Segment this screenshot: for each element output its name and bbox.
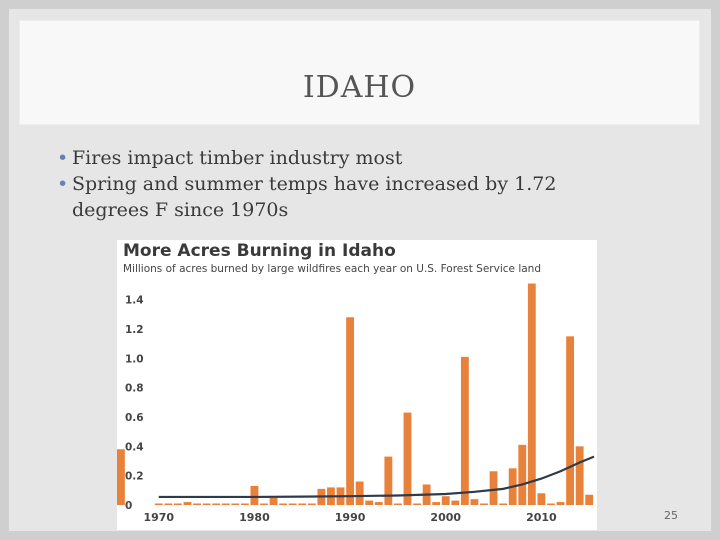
bar — [250, 485, 259, 505]
x-tick-label: 1990 — [335, 511, 366, 524]
chart-title: More Acres Burning in Idaho — [123, 241, 396, 261]
bar — [154, 503, 163, 505]
bar — [575, 446, 584, 505]
bar — [518, 444, 527, 505]
bar — [556, 502, 565, 505]
bar — [537, 493, 546, 505]
y-tick-label: 0 — [125, 500, 132, 512]
x-tick-label: 1970 — [143, 511, 174, 524]
bullet-item: • Fires impact timber industry most — [57, 145, 657, 171]
bar — [260, 503, 268, 505]
bar — [547, 503, 555, 505]
bar — [460, 356, 469, 505]
bar — [346, 317, 355, 505]
bullet-item: • Spring and summer temps have increased… — [57, 171, 657, 223]
slide-title: IDAHO — [302, 70, 417, 105]
bar — [183, 502, 192, 505]
bar — [470, 499, 479, 505]
bar — [212, 503, 221, 505]
y-tick-label: 0.6 — [125, 412, 144, 424]
bar — [240, 503, 249, 505]
y-tick-label: 0.4 — [125, 441, 144, 453]
bar — [393, 503, 402, 505]
chart-plot: 0 0.2 0.4 0.6 0.8 1.0 1.2 1.4 1970 1980 1990 2000 20… — [117, 283, 595, 524]
bar — [117, 449, 125, 505]
bar — [480, 503, 488, 505]
bar — [451, 500, 460, 505]
bar — [527, 283, 536, 505]
y-tick-label: 1.4 — [125, 295, 144, 307]
x-tick-label: 1980 — [239, 511, 270, 524]
chart-subtitle: Millions of acres burned by large wildfi… — [123, 263, 542, 275]
trend-line — [158, 455, 595, 499]
bullet-text: Fires impact timber industry most — [72, 147, 403, 169]
bullet-dot-icon: • — [57, 173, 69, 195]
bar — [355, 481, 364, 505]
bar — [279, 503, 288, 505]
bar — [499, 503, 508, 505]
bar — [269, 497, 278, 505]
bullet-list: • Fires impact timber industry most • Sp… — [57, 145, 657, 223]
y-tick-label: 1.2 — [125, 324, 144, 336]
x-tick-label: 2010 — [526, 511, 557, 524]
bar — [288, 503, 297, 505]
bar — [202, 503, 211, 505]
bar — [432, 502, 441, 505]
bar — [164, 503, 173, 505]
bar — [374, 502, 383, 505]
bar — [173, 503, 182, 505]
bar — [298, 503, 307, 505]
y-tick-label: 1.0 — [125, 353, 144, 365]
bar — [441, 496, 450, 505]
title-box: IDAHO — [19, 20, 700, 125]
bar — [365, 500, 374, 505]
bar — [489, 471, 498, 505]
bar — [585, 494, 594, 505]
bullet-text: Spring and summer temps have increased b… — [72, 173, 557, 221]
y-tick-label: 0.8 — [125, 383, 144, 395]
bar — [193, 503, 201, 505]
bar — [231, 503, 240, 505]
bar — [403, 412, 412, 505]
bar — [384, 456, 393, 505]
bar — [566, 336, 575, 505]
bar — [413, 503, 421, 505]
y-tick-label: 0.2 — [125, 471, 144, 483]
page-number: 25 — [664, 509, 678, 522]
bar — [307, 503, 316, 505]
x-tick-label: 2000 — [430, 511, 461, 524]
bar — [221, 503, 230, 505]
chart: More Acres Burning in Idaho Millions of … — [117, 240, 597, 530]
bullet-dot-icon: • — [57, 147, 69, 169]
